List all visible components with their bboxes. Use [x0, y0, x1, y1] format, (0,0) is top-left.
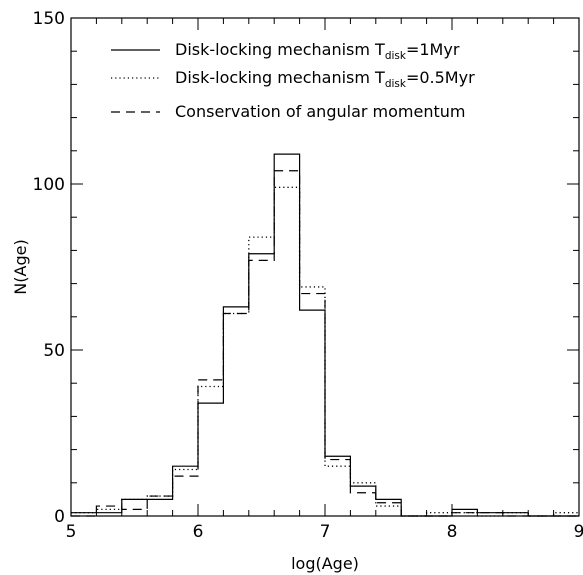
y-tick-label: 50: [43, 341, 65, 361]
x-tick-label: 9: [574, 522, 583, 542]
x-tick-label: 8: [447, 522, 458, 542]
x-tick-label: 6: [193, 522, 204, 542]
legend-label-2: Disk-locking mechanism Tdisk=0.5Myr: [175, 68, 475, 90]
y-axis-label: N(Age): [11, 239, 30, 294]
histogram-series-3: [71, 170, 579, 517]
legend: Disk-locking mechanism Tdisk=1Myr Disk-lo…: [111, 40, 475, 121]
legend-label-1: Disk-locking mechanism Tdisk=1Myr: [175, 40, 460, 62]
x-tick-label: 7: [320, 522, 331, 542]
axis-ticks: 5 6 7 8 9 0 50 100 150: [33, 9, 583, 542]
plot-marks: [71, 153, 579, 517]
y-tick-label: 100: [33, 175, 65, 195]
y-tick-label: 0: [54, 507, 65, 527]
y-tick-label: 150: [33, 9, 65, 29]
x-tick-label: 5: [66, 522, 77, 542]
legend-label-3: Conservation of angular momentum: [175, 102, 465, 121]
x-axis-label: log(Age): [291, 554, 359, 573]
